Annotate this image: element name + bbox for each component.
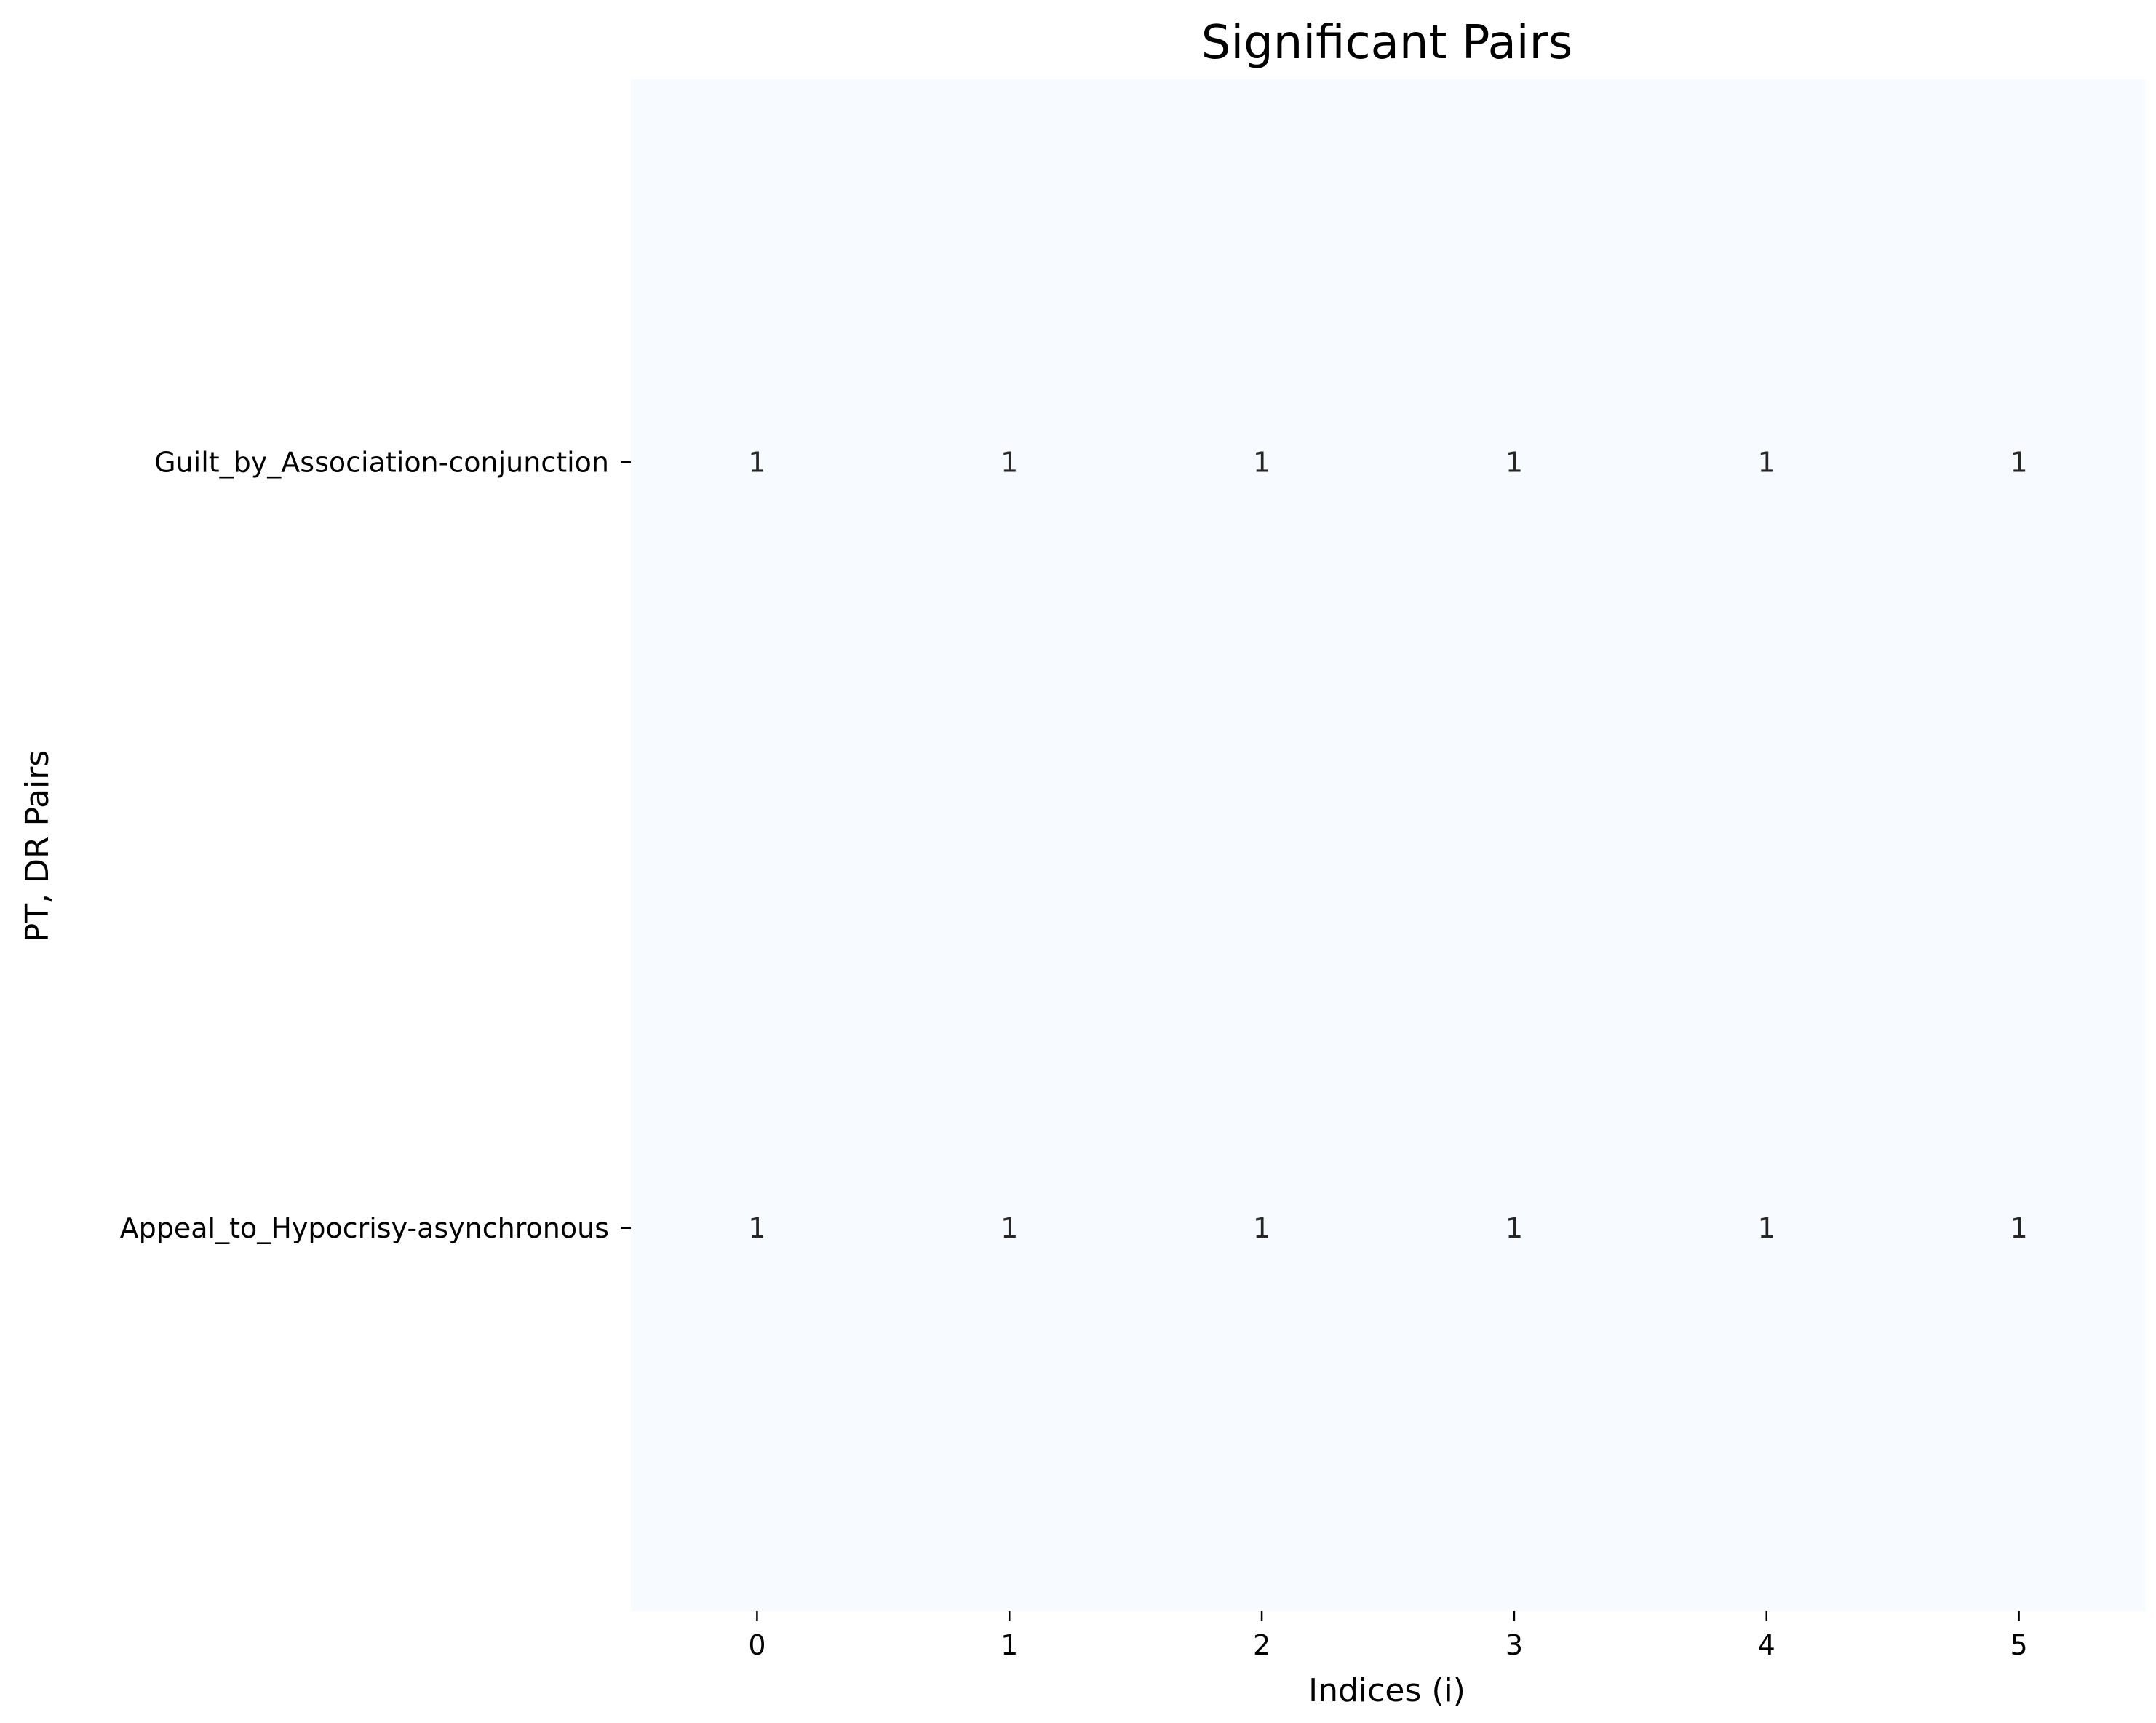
cell-value-label: 1 (1253, 1212, 1270, 1244)
x-axis-label: Indices (i) (1308, 1672, 1465, 1709)
y-axis: Guilt_by_Association-conjunction Appeal_t… (120, 446, 631, 1244)
x-axis: 0 1 2 3 4 5 (748, 1611, 2028, 1661)
heatmap-cell (631, 845, 884, 1612)
plot-area: 1 1 1 1 1 1 1 1 1 1 1 1 (631, 79, 2146, 1612)
x-tick-label: 4 (1758, 1629, 1775, 1661)
cell-value-label: 1 (1505, 1212, 1523, 1244)
y-axis-label: PT, DR Pairs (19, 750, 56, 943)
heatmap-cell (1388, 79, 1641, 846)
heatmap-cell (1640, 79, 1893, 846)
heatmap-cell (1135, 845, 1389, 1612)
x-tick-label: 3 (1505, 1629, 1523, 1661)
heatmap-cell (1388, 845, 1641, 1612)
chart-title: Significant Pairs (1201, 16, 1572, 70)
y-tick-label: Appeal_to_Hypocrisy-asynchronous (120, 1212, 609, 1244)
cell-value-label: 1 (748, 446, 765, 478)
y-tick-label: Guilt_by_Association-conjunction (154, 446, 609, 478)
cell-value-label: 1 (1253, 446, 1270, 478)
cell-value-label: 1 (1505, 446, 1523, 478)
cell-value-label: 1 (1758, 1212, 1775, 1244)
cell-value-label: 1 (2010, 1212, 2027, 1244)
x-tick-label: 0 (748, 1629, 765, 1661)
x-tick-label: 1 (1001, 1629, 1018, 1661)
heatmap-cell (883, 79, 1137, 846)
cell-value-label: 1 (1758, 446, 1775, 478)
heatmap-cell (1893, 79, 2146, 846)
heatmap-cell (1135, 79, 1389, 846)
x-tick-label: 5 (2010, 1629, 2027, 1661)
cell-value-label: 1 (1001, 1212, 1018, 1244)
heatmap-cell (1640, 845, 1893, 1612)
heatmap-cell (883, 845, 1137, 1612)
cell-value-label: 1 (2010, 446, 2027, 478)
x-tick-label: 2 (1253, 1629, 1270, 1661)
cell-value-label: 1 (1001, 446, 1018, 478)
heatmap-cell (1893, 845, 2146, 1612)
heatmap-cell (631, 79, 884, 846)
cell-value-label: 1 (748, 1212, 765, 1244)
